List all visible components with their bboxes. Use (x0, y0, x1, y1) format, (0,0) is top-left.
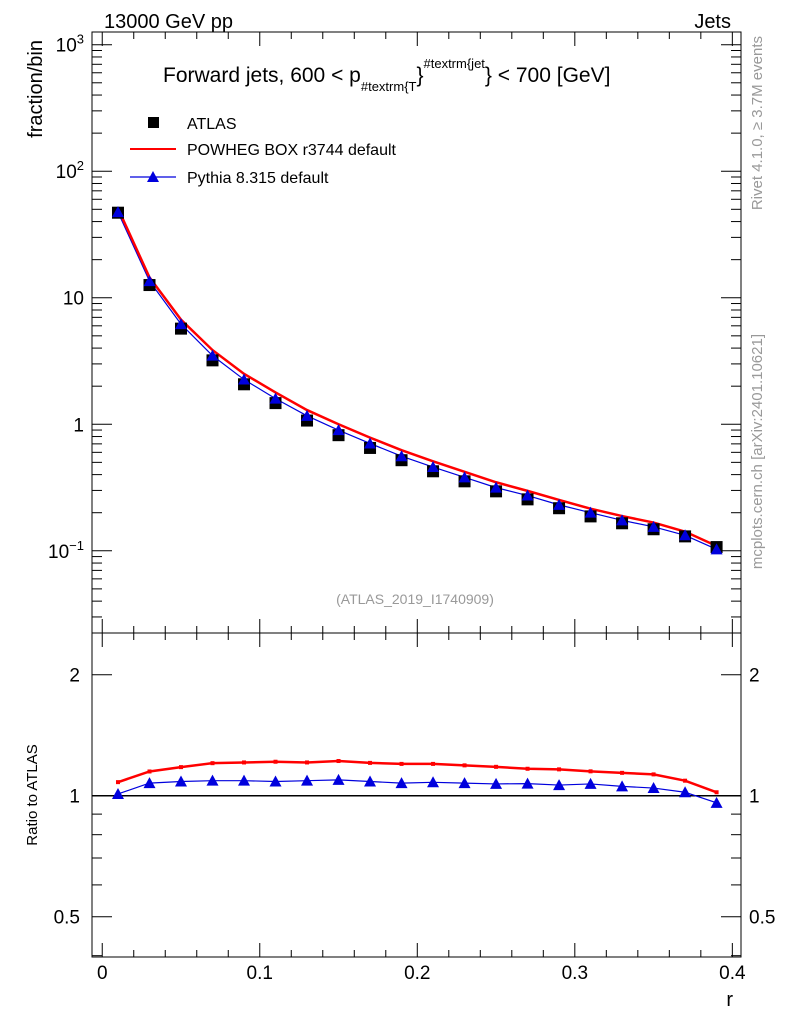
pythia-ratio-point (238, 774, 251, 786)
pythia-main-point (175, 318, 188, 330)
pythia-main-point (679, 529, 692, 541)
pythia-ratio-point (458, 777, 471, 789)
pythia-main-point (238, 373, 251, 385)
pythia-main-line (117, 211, 717, 550)
ratio-y-tick-label-right: 2 (749, 666, 760, 687)
powheg-ratio-point (273, 759, 278, 764)
pythia-ratio-point (269, 775, 282, 787)
powheg-ratio-point (399, 761, 404, 766)
pythia-main-point (521, 489, 534, 501)
powheg-ratio-point (462, 763, 467, 768)
x-tick-label: 0 (97, 963, 108, 984)
analysis-watermark: (ATLAS_2019_I1740909) (336, 591, 494, 607)
pythia-ratio-point (679, 786, 692, 798)
xlabel: r (726, 989, 733, 1011)
powheg-ratio-point (651, 772, 656, 777)
pythia-ratio-point (490, 777, 503, 789)
powheg-ratio-point (305, 760, 310, 765)
legend-label-atlas: ATLAS (187, 116, 237, 133)
pythia-main-point (458, 471, 471, 483)
ratio-y-tick-label: 1 (69, 787, 80, 808)
side-text-bottom: mcplots.cern.ch [arXiv:2401.10621] (749, 334, 766, 569)
pythia-ratio-point (332, 773, 345, 785)
pythia-ratio-point (710, 796, 723, 808)
powheg-ratio-point (431, 761, 436, 766)
header-right: Jets (694, 11, 731, 33)
legend-label-pythia: Pythia 8.315 default (187, 170, 329, 187)
pythia-ratio-point (175, 775, 188, 787)
pythia-ratio-point (427, 776, 440, 788)
header-left: 13000 GeV pp (104, 11, 233, 33)
pythia-main-point (143, 275, 156, 287)
pythia-main-point (427, 461, 440, 473)
legend-label-powheg: POWHEG BOX r3744 default (187, 142, 397, 159)
pythia-main-point (332, 424, 345, 436)
side-text-top: Rivet 4.1.0, ≥ 3.7M events (749, 36, 766, 210)
powheg-ratio-point (210, 761, 215, 766)
legend: ATLAS POWHEG BOX r3744 default Pythia 8.… (130, 116, 397, 187)
ratio-y-tick-label-right: 0.5 (749, 908, 775, 929)
pythia-ratio-point (553, 779, 566, 791)
powheg-ratio-line (117, 759, 718, 794)
main-ylabel: fraction/bin (25, 40, 47, 138)
plot-title: Forward jets, 600 < p#textrm{T}#textrm{j… (163, 56, 610, 94)
x-tick-label: 0.3 (562, 963, 588, 984)
y-tick-label: 102 (56, 158, 84, 183)
pythia-ratio-point (301, 774, 314, 786)
pythia-ratio-line (117, 779, 717, 804)
pythia-main-point (490, 481, 503, 493)
x-tick-label: 0.2 (404, 963, 430, 984)
powheg-ratio-point (525, 766, 530, 771)
powheg-ratio-point (494, 764, 499, 769)
pythia-main-point (710, 543, 723, 555)
powheg-ratio-point (242, 760, 247, 765)
pythia-main-point (269, 392, 282, 404)
powheg-ratio-point (368, 760, 373, 765)
y-tick-label: 1 (73, 415, 84, 436)
x-tick-label: 0.1 (247, 963, 273, 984)
ratio-y-tick-label: 2 (69, 666, 80, 687)
pythia-ratio-point (364, 775, 377, 787)
pythia-main-point (301, 409, 314, 421)
powheg-ratio-point (714, 790, 719, 795)
powheg-ratio-point (620, 770, 625, 775)
pythia-main-point (616, 514, 629, 526)
powheg-ratio-point (147, 769, 152, 774)
y-tick-label: 103 (56, 32, 84, 57)
ratio-ylabel: Ratio to ATLAS (24, 744, 41, 845)
pythia-ratio-point (395, 777, 408, 789)
pythia-ratio-point (616, 780, 629, 792)
ratio-y-tick-label: 0.5 (54, 908, 80, 929)
powheg-ratio-point (336, 759, 341, 764)
y-tick-label: 10−1 (48, 538, 84, 563)
powheg-ratio-point (588, 769, 593, 774)
powheg-main-line (116, 207, 718, 548)
pythia-ratio-point (584, 777, 597, 789)
legend-marker-pythia (147, 171, 159, 182)
data-marks (92, 206, 741, 808)
pythia-ratio-point (143, 777, 156, 789)
pythia-main-point (206, 349, 219, 361)
pythia-main-point (364, 437, 377, 449)
y-tick-label: 10 (63, 289, 84, 310)
pythia-main-point (395, 450, 408, 462)
pythia-main-point (111, 206, 124, 218)
tick-labels: 0 0.1 0.2 0.3 0.4 10−1 1 10 102 103 0.5 0.5 1 1 2 2 (48, 32, 775, 984)
powheg-ratio-point (557, 767, 562, 772)
legend-marker-atlas (148, 117, 159, 128)
pythia-main-point (647, 520, 660, 532)
powheg-ratio-point (179, 765, 184, 770)
pythia-main-point (553, 498, 566, 510)
pythia-ratio-point (647, 782, 660, 794)
x-tick-label: 0.4 (719, 963, 746, 984)
powheg-ratio-point (115, 780, 120, 785)
pythia-main-point (584, 506, 597, 518)
ratio-y-tick-label-right: 1 (749, 787, 760, 808)
axis-ticks (92, 32, 741, 957)
pythia-ratio-point (206, 774, 219, 786)
powheg-ratio-point (683, 778, 688, 783)
pythia-ratio-point (111, 787, 124, 799)
pythia-ratio-point (521, 777, 534, 789)
